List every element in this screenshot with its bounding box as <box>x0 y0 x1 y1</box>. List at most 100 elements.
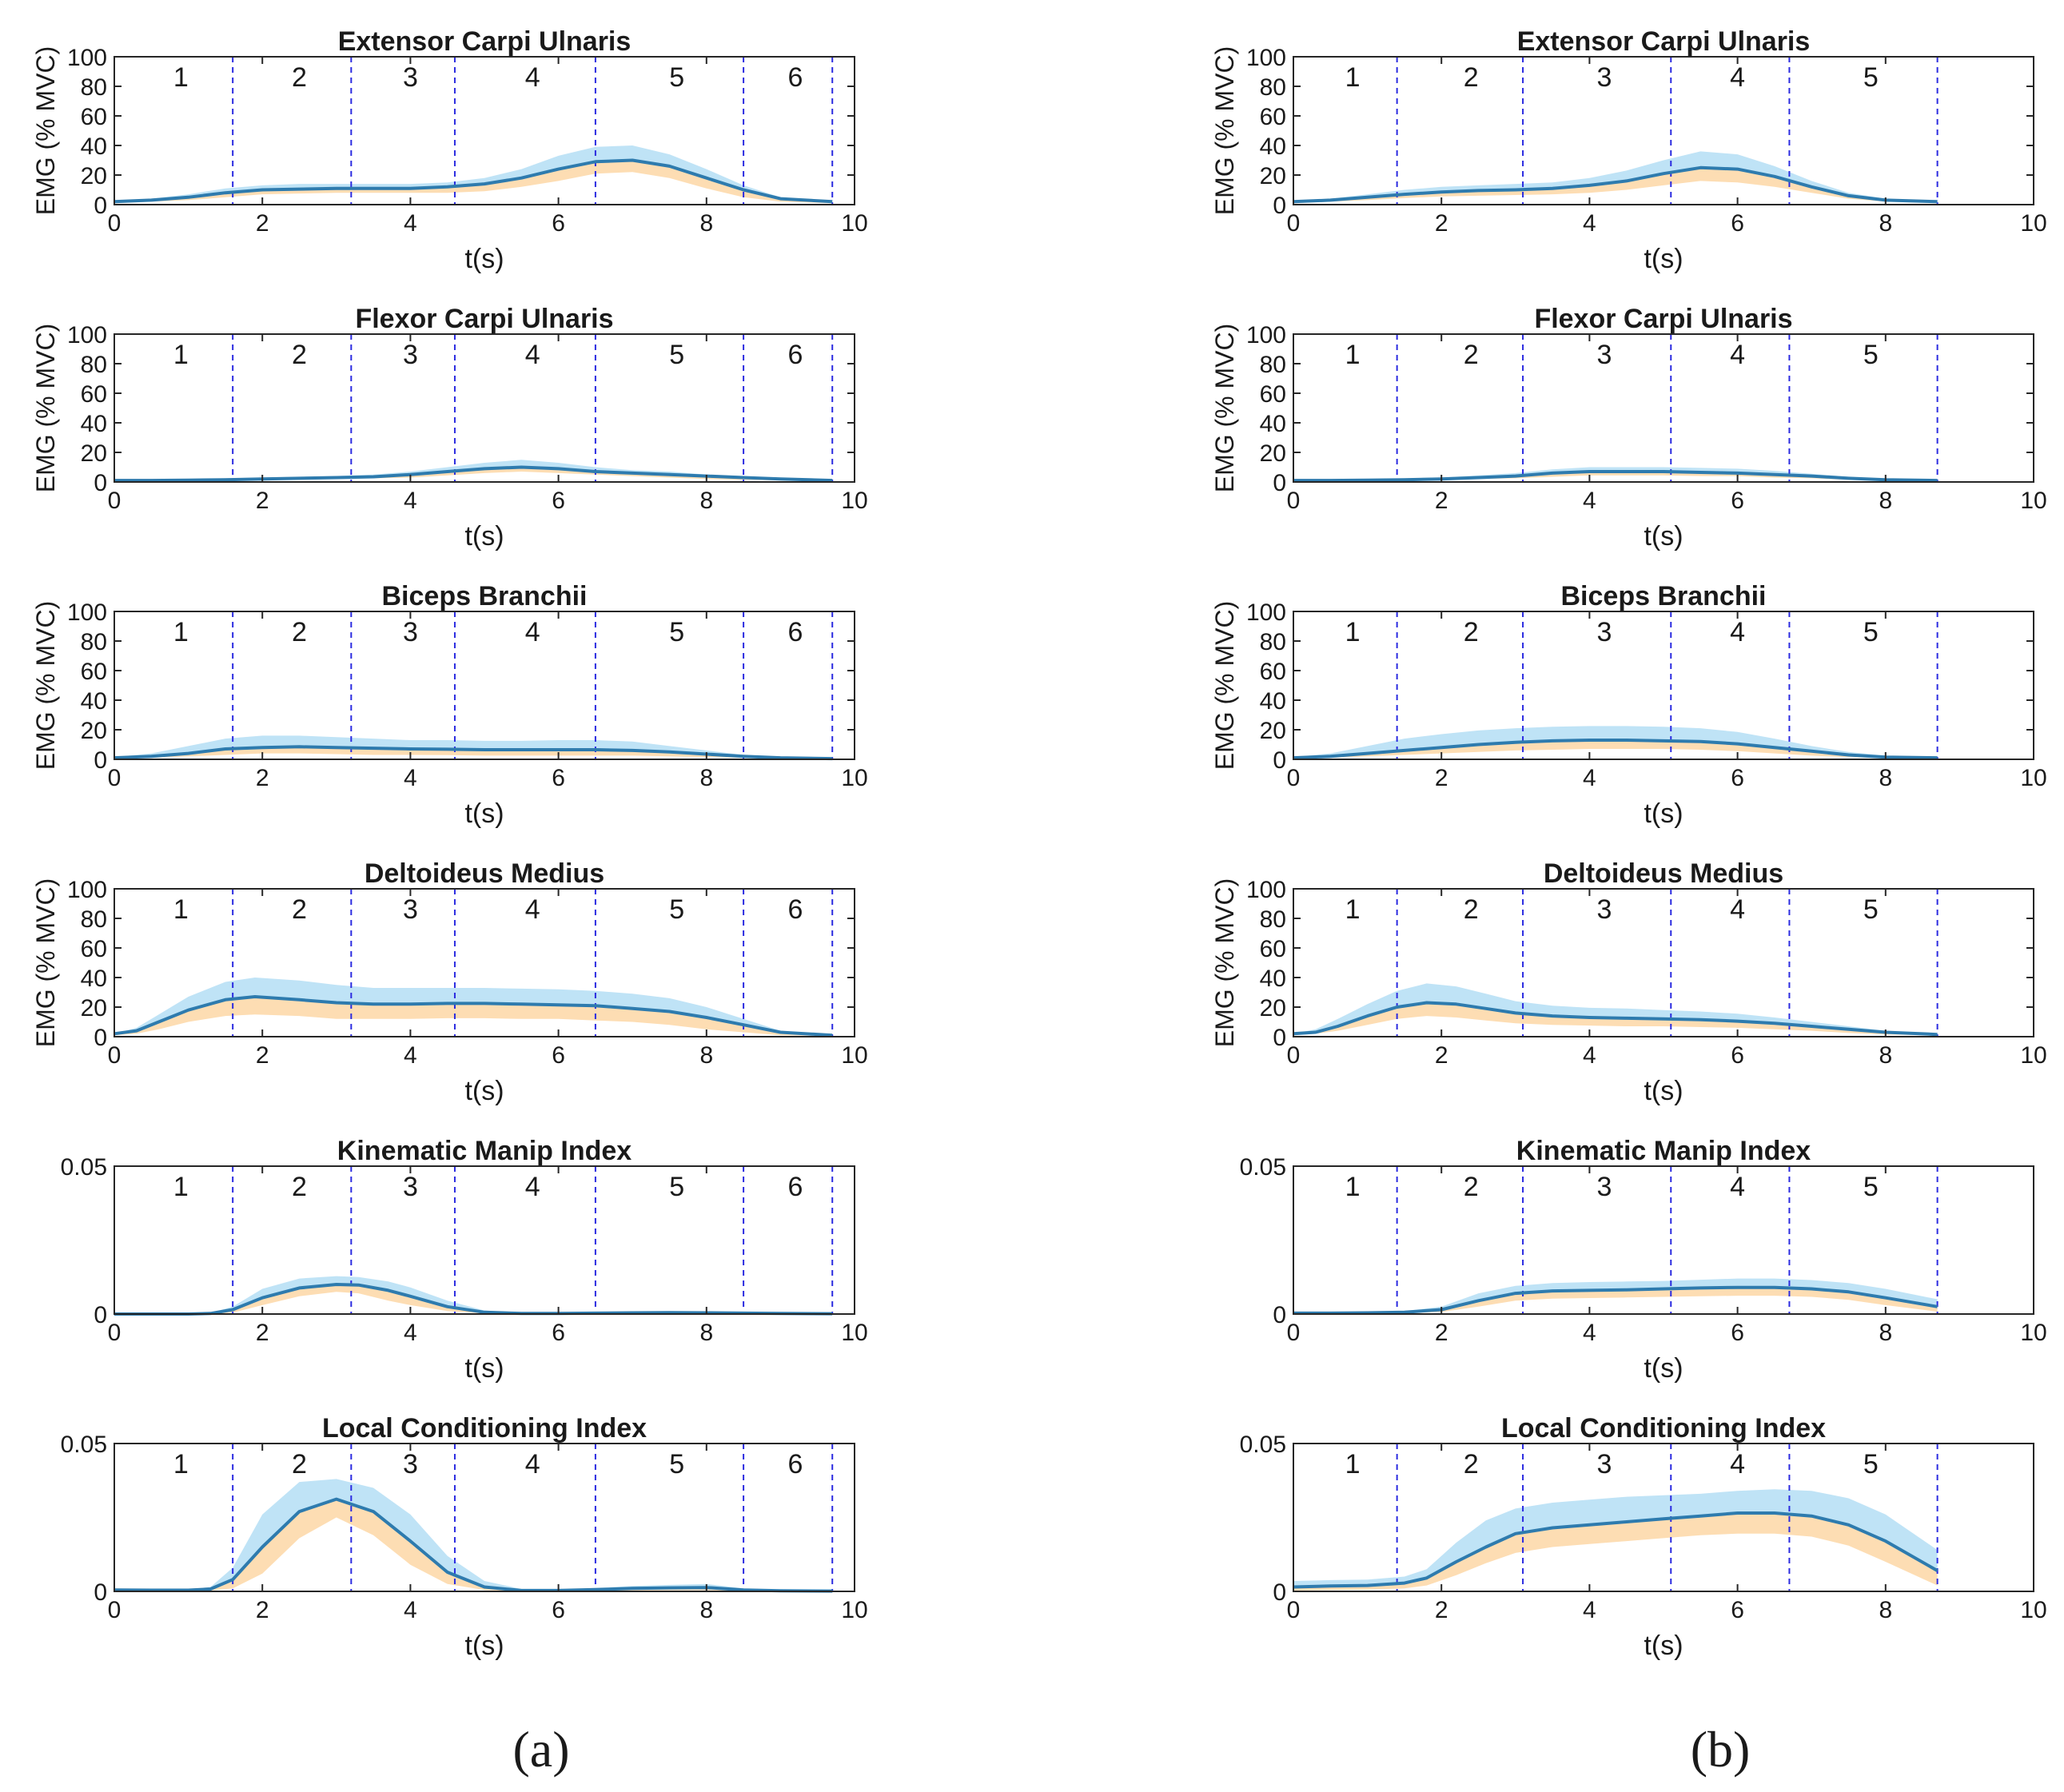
x-tick-label: 0 <box>108 1320 122 1346</box>
panel-b5: 1 2 3 4 5 0 2 4 6 8 10 0 0.05 Kinematic Manip Index t(… <box>1240 1136 2047 1384</box>
y-axis-label: EMG (% MVC) <box>1210 324 1239 493</box>
phase-label: 3 <box>1596 1172 1612 1202</box>
phase-label: 6 <box>787 1449 803 1479</box>
phase-label: 4 <box>1730 617 1745 647</box>
y-tick-label: 20 <box>81 995 107 1021</box>
x-tick-label: 2 <box>1435 1320 1448 1346</box>
x-tick-label: 10 <box>841 765 867 791</box>
chart-title: Biceps Branchii <box>1561 581 1767 611</box>
y-tick-label: 80 <box>1260 74 1286 101</box>
phase-label: 6 <box>787 894 803 925</box>
x-tick-label: 10 <box>2020 1042 2046 1069</box>
y-tick-label: 0.05 <box>1240 1154 1286 1181</box>
x-tick-label: 8 <box>1879 1320 1892 1346</box>
x-tick-label: 8 <box>1879 488 1892 514</box>
x-tick-label: 2 <box>256 488 269 514</box>
phase-label: 4 <box>525 894 540 925</box>
y-tick-label: 0 <box>94 1579 107 1606</box>
y-tick-label: 0 <box>1273 1025 1286 1051</box>
phase-label: 1 <box>173 617 189 647</box>
x-axis-label: t(s) <box>1644 1076 1683 1106</box>
x-axis-label: t(s) <box>464 1076 504 1106</box>
panel-a6: 1 2 3 4 5 6 0 2 4 6 8 10 0 0.05 Local Conditioning Ind… <box>61 1413 868 1661</box>
phase-label: 2 <box>1464 1449 1479 1479</box>
phase-label: 1 <box>1345 1172 1361 1202</box>
phase-label: 4 <box>525 617 540 647</box>
mean-line <box>1293 1511 1938 1589</box>
phase-label: 2 <box>292 1449 307 1479</box>
phase-label: 2 <box>292 1172 307 1202</box>
x-tick-label: 0 <box>108 1042 122 1069</box>
x-tick-label: 0 <box>1287 1320 1301 1346</box>
mean-line <box>114 745 833 761</box>
phase-label: 4 <box>1730 62 1745 93</box>
x-tick-label: 8 <box>1879 1042 1892 1069</box>
y-tick-label: 100 <box>1246 877 1286 903</box>
phase-label: 4 <box>525 1172 540 1202</box>
phase-label: 3 <box>1596 62 1612 93</box>
mean-line <box>114 995 833 1037</box>
phase-label: 3 <box>1596 1449 1612 1479</box>
x-tick-label: 2 <box>256 765 269 791</box>
x-tick-label: 10 <box>2020 1320 2046 1346</box>
phase-label: 2 <box>292 340 307 370</box>
upper-band <box>1293 983 1938 1035</box>
x-tick-label: 10 <box>2020 765 2046 791</box>
phase-label: 2 <box>1464 340 1479 370</box>
phase-label: 5 <box>669 617 684 647</box>
chart-title: Deltoideus Medius <box>1544 858 1783 889</box>
lower-band <box>1293 1513 1938 1591</box>
x-tick-label: 6 <box>552 765 565 791</box>
x-tick-label: 0 <box>1287 765 1301 791</box>
phase-label: 4 <box>1730 340 1745 370</box>
phase-label: 5 <box>1863 1449 1879 1479</box>
y-tick-label: 40 <box>81 411 107 437</box>
plot-frame <box>114 1443 855 1592</box>
y-tick-label: 60 <box>1260 659 1286 685</box>
x-tick-label: 8 <box>699 1597 713 1623</box>
y-tick-label: 40 <box>1260 133 1286 160</box>
upper-band <box>114 978 833 1036</box>
x-tick-label: 2 <box>256 210 269 237</box>
chart-title: Local Conditioning Index <box>1501 1413 1826 1444</box>
phase-label: 3 <box>403 894 418 925</box>
chart-title: Flexor Carpi Ulnaris <box>1534 304 1792 334</box>
phase-label: 5 <box>669 1172 684 1202</box>
phase-label: 5 <box>1863 894 1879 925</box>
upper-band <box>1293 726 1938 759</box>
plot-frame <box>1293 56 2034 205</box>
phase-label: 1 <box>1345 340 1361 370</box>
phase-label: 6 <box>787 1172 803 1202</box>
x-tick-label: 6 <box>552 1042 565 1069</box>
y-tick-label: 0.05 <box>61 1154 107 1181</box>
y-tick-label: 100 <box>1246 599 1286 626</box>
y-tick-label: 0.05 <box>61 1432 107 1458</box>
x-tick-label: 0 <box>1287 1597 1301 1623</box>
x-tick-label: 0 <box>1287 1042 1301 1069</box>
x-tick-label: 0 <box>1287 210 1301 237</box>
x-tick-label: 10 <box>841 210 867 237</box>
phase-label: 1 <box>173 1449 189 1479</box>
y-tick-label: 100 <box>67 877 107 903</box>
panel-a5: 1 2 3 4 5 6 0 2 4 6 8 10 0 0.05 Kinematic Manip Index t… <box>61 1136 868 1384</box>
phase-label: 2 <box>292 894 307 925</box>
phase-label: 5 <box>1863 1172 1879 1202</box>
y-tick-label: 60 <box>81 936 107 962</box>
x-tick-label: 2 <box>256 1597 269 1623</box>
phase-label: 1 <box>1345 617 1361 647</box>
mean-line <box>1293 739 1938 760</box>
y-tick-label: 20 <box>1260 440 1286 467</box>
phase-label: 3 <box>403 62 418 93</box>
y-tick-label: 100 <box>1246 322 1286 348</box>
x-tick-label: 10 <box>841 1042 867 1069</box>
x-tick-label: 6 <box>1731 210 1744 237</box>
x-tick-label: 2 <box>256 1042 269 1069</box>
y-tick-label: 40 <box>81 133 107 160</box>
y-tick-label: 0 <box>1273 1579 1286 1606</box>
phase-label: 1 <box>173 1172 189 1202</box>
x-tick-label: 0 <box>108 488 122 514</box>
x-tick-label: 0 <box>108 765 122 791</box>
plot-frame <box>114 56 855 205</box>
y-tick-label: 100 <box>67 45 107 71</box>
